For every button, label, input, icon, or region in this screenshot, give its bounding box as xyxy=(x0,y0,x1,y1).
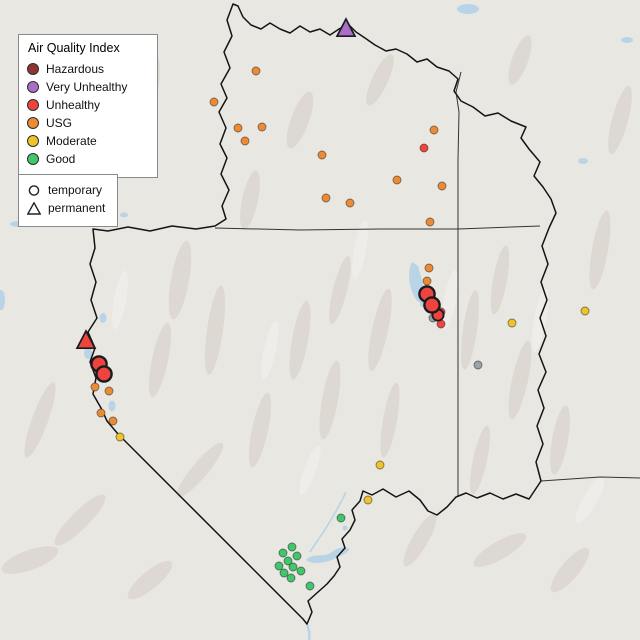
station-marker-good xyxy=(278,548,288,558)
station-marker-moderate xyxy=(507,318,517,328)
station-marker-good xyxy=(296,566,306,576)
station-marker-usg xyxy=(424,263,434,273)
legend-item-very-unhealthy: Very Unhealthy xyxy=(27,80,145,95)
station-marker-good xyxy=(292,551,302,561)
legend-item-hazardous: Hazardous xyxy=(27,62,145,77)
station-marker-unhealthy xyxy=(423,296,441,314)
aqi-swatch xyxy=(27,117,39,130)
state-borders xyxy=(214,71,640,497)
station-marker-usg xyxy=(425,217,435,227)
stations-layer xyxy=(75,17,590,591)
legend-label: Good xyxy=(46,151,76,166)
marker-type-label: temporary xyxy=(48,183,103,197)
station-marker-usg xyxy=(257,122,267,132)
station-marker-usg xyxy=(317,150,327,160)
aqi-swatch xyxy=(27,99,39,112)
station-marker-usg xyxy=(240,136,250,146)
station-marker-usg xyxy=(104,386,114,396)
station-marker-very-unhealthy xyxy=(335,17,357,38)
station-marker-usg xyxy=(422,276,432,286)
marker-type-label: permanent xyxy=(48,201,106,215)
legend-item-unhealthy: Unhealthy xyxy=(27,98,145,113)
station-marker-usg xyxy=(345,198,355,208)
legend-label: Hazardous xyxy=(46,61,105,76)
legend-label: Moderate xyxy=(46,133,97,148)
aqi-swatch xyxy=(27,153,39,166)
station-marker-unhealthy xyxy=(95,365,113,383)
station-marker-unhealthy xyxy=(75,329,97,350)
legend-label: USG xyxy=(46,115,73,130)
aqi-legend: Air Quality Index Hazardous Very Unhealth… xyxy=(18,34,158,178)
station-marker-good xyxy=(274,561,284,571)
legend-title: Air Quality Index xyxy=(28,41,120,55)
marker-type-permanent: permanent xyxy=(27,201,105,216)
station-marker-usg xyxy=(233,123,243,133)
station-marker-usg xyxy=(321,193,331,203)
legend-item-usg: USG xyxy=(27,116,145,131)
triangle-icon xyxy=(27,202,41,215)
marker-type-legend: temporary permanent xyxy=(18,174,119,227)
station-marker-good xyxy=(283,556,293,566)
station-marker-good xyxy=(336,513,346,523)
legend-label: Very Unhealthy xyxy=(46,79,128,94)
legend-label: Unhealthy xyxy=(46,97,101,112)
station-marker-usg xyxy=(90,382,100,392)
station-marker-usg xyxy=(251,66,261,76)
station-marker-usg xyxy=(437,181,447,191)
aqi-swatch xyxy=(27,135,39,148)
marker-type-temporary: temporary xyxy=(27,183,105,198)
station-marker-good xyxy=(288,562,298,572)
station-marker-moderate xyxy=(363,495,373,505)
station-marker-good xyxy=(305,581,315,591)
station-marker-usg xyxy=(209,97,219,107)
station-marker-unhealthy xyxy=(419,143,429,153)
station-marker-unknown xyxy=(473,360,483,370)
station-marker-usg xyxy=(108,416,118,426)
station-marker-usg xyxy=(96,408,106,418)
station-marker-moderate xyxy=(375,460,385,470)
station-marker-good xyxy=(279,568,289,578)
terrain-shading xyxy=(1,35,632,600)
circle-icon xyxy=(28,185,40,196)
aqi-swatch xyxy=(27,81,39,94)
station-marker-usg xyxy=(429,125,439,135)
station-marker-usg xyxy=(392,175,402,185)
station-marker-moderate xyxy=(115,432,125,442)
basin-outline xyxy=(87,3,557,625)
legend-item-moderate: Moderate xyxy=(27,134,145,149)
station-marker-good xyxy=(286,573,296,583)
station-marker-good xyxy=(287,542,297,552)
aqi-swatch xyxy=(27,63,39,76)
legend-item-good: Good xyxy=(27,152,145,167)
station-marker-moderate xyxy=(580,306,590,316)
marker-type-list: temporary permanent xyxy=(27,183,105,216)
legend-category-list: Hazardous Very Unhealthy Unhealthy USG Moder… xyxy=(27,62,145,167)
